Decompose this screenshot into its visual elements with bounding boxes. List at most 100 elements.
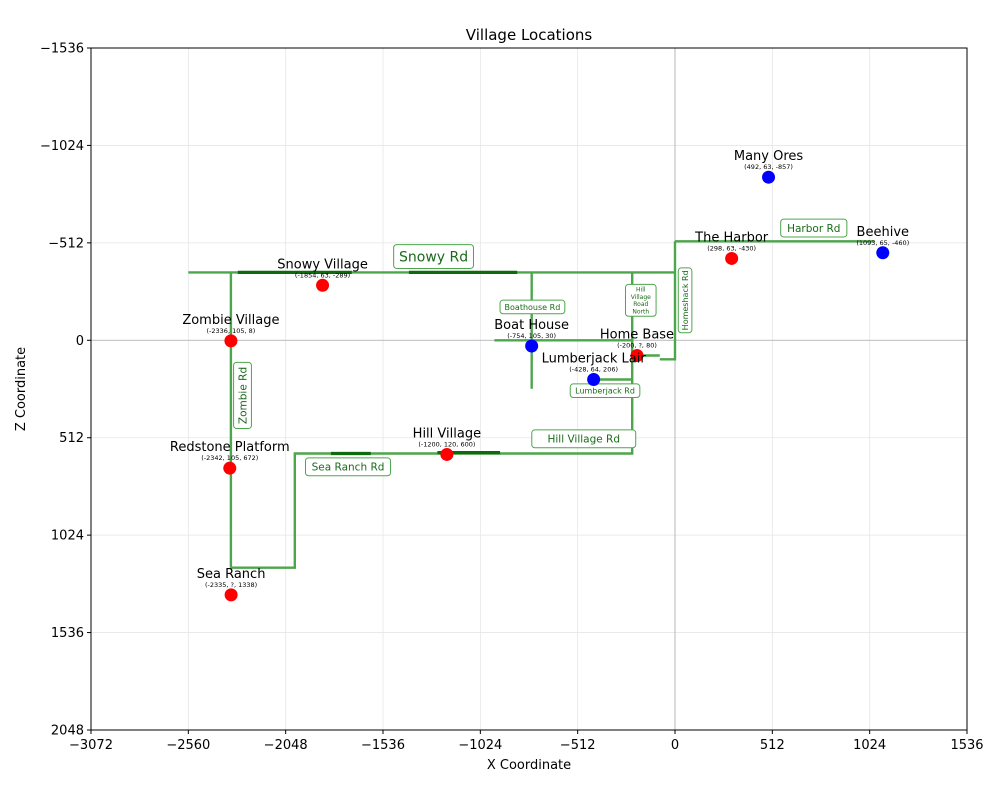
location-point: Hill Village(-1200, 120, 600) <box>413 426 481 461</box>
location-point: Boat House(-754, 105, 30) <box>494 318 569 353</box>
road-line <box>659 241 677 361</box>
y-tick-label: −512 <box>48 236 84 251</box>
location-name: Sea Ranch <box>197 567 266 582</box>
location-marker <box>725 251 739 265</box>
road-label: Sea Ranch Rd <box>304 457 392 477</box>
location-marker <box>630 349 644 363</box>
location-marker <box>587 372 601 386</box>
road-label-text: Snowy Rd <box>399 250 468 266</box>
road-label-text: Harbor Rd <box>787 223 840 235</box>
road-label: Harbor Rd <box>780 218 848 238</box>
y-tick-label: 1024 <box>51 529 84 544</box>
road-label-text: Sea Ranch Rd <box>312 462 385 474</box>
road-labels: Snowy Rd Harbor Rd Boathouse Rd HillVillage… <box>233 218 848 477</box>
location-point: Zombie Village(-2336, 105, 8) <box>182 313 280 348</box>
location-name: The Harbor <box>694 230 769 245</box>
x-tick-label: 1536 <box>950 738 983 753</box>
location-marker <box>762 170 776 184</box>
road-label-box <box>233 361 252 430</box>
y-tick-label: 2048 <box>51 724 84 739</box>
location-marker <box>224 588 238 602</box>
road-label-text: Homeshack Rd <box>681 270 690 330</box>
location-name: Boat House <box>494 318 569 333</box>
location-coordinates: (-2342, 105, 672) <box>201 454 258 462</box>
road-label: Zombie Rd <box>233 361 252 430</box>
road-label-text: Village <box>631 294 651 301</box>
location-coordinates: (-2335, ?, 1338) <box>205 581 257 589</box>
location-name: Redstone Platform <box>170 440 290 455</box>
location-name: Lumberjack Lair <box>542 351 647 366</box>
location-marker <box>876 246 890 260</box>
road-label-text: Boathouse Rd <box>505 303 561 312</box>
y-axis-label: Z Coordinate <box>14 347 29 431</box>
road-label: Lumberjack Rd <box>569 383 641 399</box>
x-tick-label: −2560 <box>166 738 210 753</box>
location-point: Redstone Platform(-2342, 105, 672) <box>170 440 290 475</box>
location-coordinates: (1093, 65, -460) <box>856 239 909 247</box>
location-coordinates: (-2336, 105, 8) <box>207 327 256 335</box>
road-label: Boathouse Rd <box>499 299 566 315</box>
location-marker <box>224 334 238 348</box>
x-tick-label: −1536 <box>361 738 405 753</box>
road-label-box <box>499 299 566 315</box>
road-line <box>446 272 634 455</box>
location-name: Hill Village <box>413 426 481 441</box>
road-label-box <box>677 267 693 334</box>
plot-frame <box>90 47 968 731</box>
road-label: Homeshack Rd <box>677 267 693 334</box>
location-coordinates: (-754, 105, 30) <box>507 332 556 340</box>
road-label-box <box>304 457 392 477</box>
location-name: Zombie Village <box>182 313 279 328</box>
road-label-text: North <box>632 308 649 315</box>
location-name: Beehive <box>857 225 909 240</box>
x-tick-label: −2048 <box>264 738 308 753</box>
ticks: −3072 −2560 −2048 −1536 −1024 −512 0 512 1024 153… <box>40 42 984 754</box>
road-label-text: Zombie Rd <box>237 367 249 424</box>
road-label: Hill Village Rd <box>531 429 637 449</box>
y-tick-label: 512 <box>59 431 84 446</box>
location-name: Many Ores <box>734 149 804 164</box>
x-tick-label: 0 <box>671 738 679 753</box>
y-tick-label: −1536 <box>40 42 84 57</box>
location-coordinates: (-200, ?, 80) <box>617 342 657 350</box>
road-label-text: Lumberjack Rd <box>575 387 635 396</box>
road-label-text: Hill <box>636 287 646 294</box>
x-tick-label: −1024 <box>458 738 502 753</box>
location-coordinates: (298, 63, -430) <box>707 244 756 252</box>
y-tick-label: 1536 <box>51 626 84 641</box>
road-label-box <box>624 283 657 317</box>
location-coordinates: (492, 63, -857) <box>744 163 793 171</box>
location-point: Snowy Village(-1854, 63, -289) <box>277 257 368 292</box>
roads <box>188 240 875 569</box>
location-coordinates: (-428, 64, 206) <box>569 365 618 373</box>
location-point: The Harbor(298, 63, -430) <box>694 230 769 265</box>
road-label-box <box>393 244 474 269</box>
road-label-box <box>780 218 848 238</box>
location-point: Lumberjack Lair(-428, 64, 206) <box>542 351 647 386</box>
y-tick-label: 0 <box>76 334 84 349</box>
location-point: Sea Ranch(-2335, ?, 1338) <box>197 567 266 602</box>
location-marker <box>223 461 237 475</box>
road-line <box>230 452 447 569</box>
y-tick-label: −1024 <box>40 139 84 154</box>
location-point: Beehive(1093, 65, -460) <box>856 225 909 260</box>
location-point: Home Base(-200, ?, 80) <box>600 328 674 363</box>
location-name: Snowy Village <box>277 257 368 272</box>
x-tick-label: −512 <box>560 738 596 753</box>
location-point: Many Ores(492, 63, -857) <box>734 149 804 184</box>
road-label: Snowy Rd <box>393 244 474 269</box>
x-axis-label: X Coordinate <box>487 758 571 773</box>
locations: Many Ores(492, 63, -857) Beehive(1093, 65… <box>170 149 909 602</box>
location-marker <box>525 339 539 353</box>
road-label-text: Hill Village Rd <box>547 434 620 446</box>
location-coordinates: (-1200, 120, 600) <box>418 440 475 448</box>
road-label-text: Road <box>633 301 648 308</box>
location-coordinates: (-1854, 63, -289) <box>295 271 350 279</box>
road-label-box <box>569 383 641 399</box>
x-tick-label: 512 <box>760 738 785 753</box>
chart-title: Village Locations <box>466 26 593 44</box>
location-marker <box>440 447 454 461</box>
x-tick-label: 1024 <box>853 738 886 753</box>
